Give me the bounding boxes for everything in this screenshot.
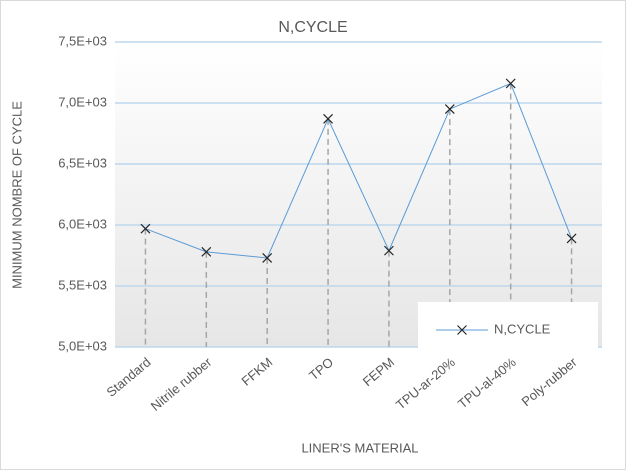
- point-marker: [323, 113, 333, 124]
- point-marker: [566, 233, 577, 244]
- point-marker: [262, 253, 273, 263]
- x-axis-label: LINER'S MATERIAL: [301, 440, 418, 455]
- y-tick-label: 7,5E+03: [58, 33, 107, 48]
- point-marker: [384, 245, 394, 256]
- y-axis-label: MINIMUM NOMBRE OF CYCLE: [9, 101, 24, 289]
- point-marker: [505, 78, 516, 89]
- chart-title: N,CYCLE: [278, 19, 347, 36]
- y-tick-label: 6,0E+03: [58, 216, 107, 231]
- y-tick-label: 7,0E+03: [58, 94, 107, 109]
- point-marker: [444, 104, 455, 115]
- legend-label: N,CYCLE: [494, 321, 551, 336]
- series-line: [145, 82, 573, 259]
- point-marker: [140, 223, 151, 234]
- plot-area: [115, 42, 602, 347]
- y-tick-label: 5,5E+03: [58, 277, 107, 292]
- point-marker: [201, 246, 212, 257]
- legend-marker: [457, 325, 467, 335]
- y-tick-label: 6,5E+03: [58, 155, 107, 170]
- y-tick-label: 5,0E+03: [58, 338, 107, 353]
